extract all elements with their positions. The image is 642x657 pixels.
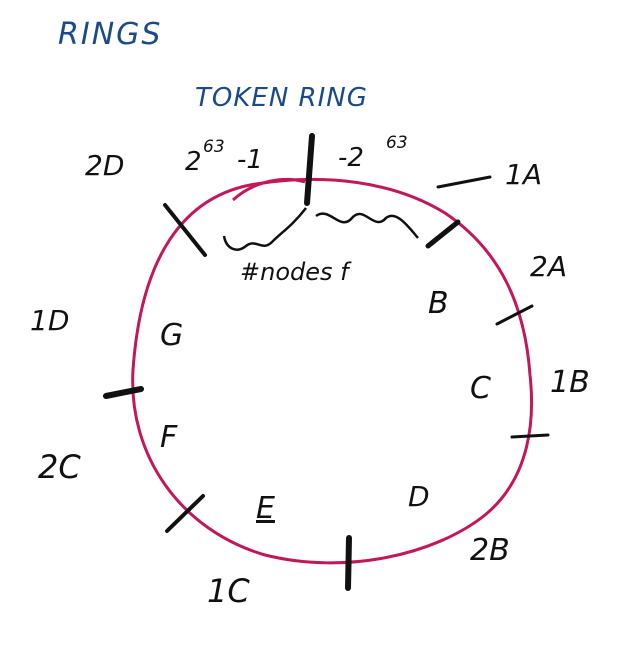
replica-1d: 1D — [30, 304, 69, 337]
replica-2a: 2A — [530, 250, 567, 283]
heading: RINGS — [58, 17, 162, 52]
node-g: G — [160, 318, 183, 353]
marker-f-g — [103, 386, 144, 399]
token-min-exponent: 63 — [203, 137, 225, 157]
token-max-exponent: 63 — [386, 133, 408, 153]
annotation-squiggle-right — [315, 212, 419, 239]
replica-1a: 1A — [505, 158, 542, 191]
marker-b-c — [495, 304, 534, 326]
marker-d-e — [345, 535, 352, 591]
replica-2b: 2B — [470, 533, 510, 568]
ring — [131, 177, 533, 565]
node-f: F — [160, 420, 178, 455]
node-d: D — [408, 480, 430, 513]
marker-a-b — [425, 219, 461, 249]
node-e: E — [256, 491, 275, 526]
boundary-markers — [103, 133, 550, 591]
token-min-base: 2 — [185, 147, 202, 177]
token-max-prefix: -2 — [338, 143, 364, 173]
marker-c-d — [510, 433, 550, 439]
ring-title: TOKEN RING — [195, 83, 368, 113]
annotation-text: #nodes f — [240, 258, 352, 286]
replica-labels: 1A 2A 1B 2B 1C 2C 1D 2D — [30, 149, 590, 610]
replica-1c: 1C — [207, 572, 250, 610]
ring-overlap — [231, 178, 306, 202]
replica-1b: 1B — [550, 365, 590, 400]
node-c: C — [470, 371, 491, 406]
node-b: B — [428, 286, 449, 321]
marker-1a — [436, 175, 492, 189]
token-range-label: 2 63 -1 -2 63 — [185, 133, 408, 177]
marker-top — [304, 133, 315, 206]
replica-2d: 2D — [85, 149, 124, 182]
replica-2c: 2C — [38, 448, 81, 486]
annotation-squiggle-left — [222, 207, 307, 251]
token-min-suffix: -1 — [237, 145, 263, 175]
marker-e-f — [165, 494, 205, 533]
marker-g-a — [163, 203, 207, 257]
node-labels: B C D E F G — [160, 286, 491, 526]
